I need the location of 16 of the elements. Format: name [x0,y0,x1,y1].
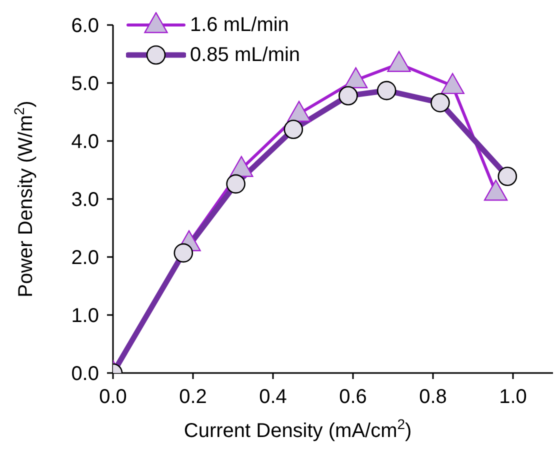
x-axis-title: Current Density (mA/cm$^{2}$) [184,416,412,442]
y-tick-label: 0.0 [71,363,99,386]
legend-label: 1.6 mL/min [190,14,289,36]
x-tick-label: 0.8 [419,386,447,408]
y-tick-label: 4.0 [71,131,99,154]
x-tick-label: 0.6 [339,386,367,408]
x-tick-label: 1.0 [499,386,527,408]
y-tick-label: 5.0 [71,73,99,96]
x-tick-label: 0.4 [259,386,287,408]
y-tick-label: 2.0 [71,247,99,270]
y-tick-label: 3.0 [71,189,99,212]
legend-label: 0.85 mL/min [190,44,300,66]
x-tick-label: 0.0 [99,386,127,408]
x-tick-label: 0.2 [179,386,207,408]
y-tick-label: 6.0 [71,15,99,38]
y-tick-label: 1.0 [71,305,99,328]
